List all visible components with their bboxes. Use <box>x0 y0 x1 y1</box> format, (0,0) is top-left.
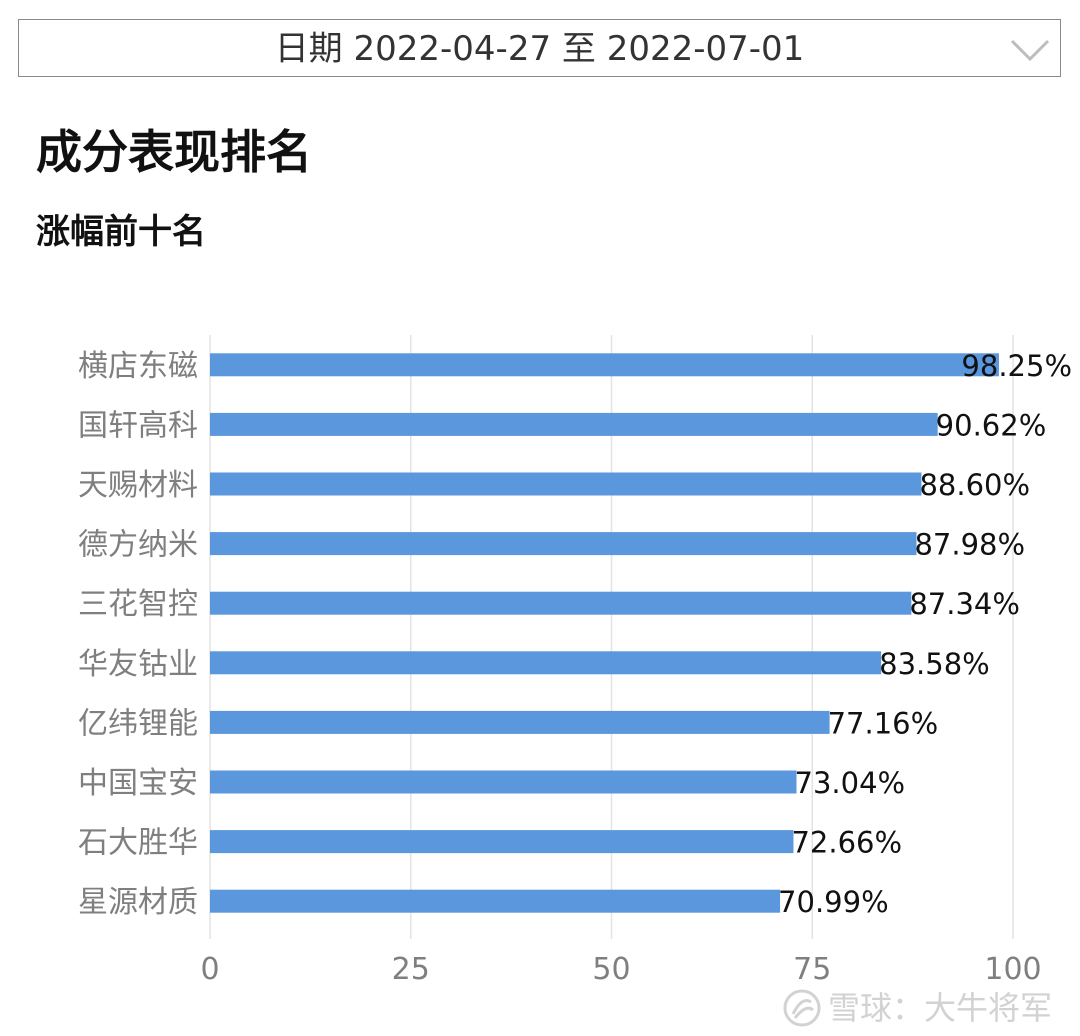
bar-value-label: 90.62% <box>936 408 1047 442</box>
category-label: 石大胜华 <box>78 826 198 861</box>
x-tick-label: 25 <box>392 952 430 987</box>
bar <box>210 532 917 556</box>
bar-value-label: 72.66% <box>791 826 902 860</box>
snowball-logo-icon <box>783 989 821 1027</box>
x-tick-label: 75 <box>793 952 831 987</box>
date-range-label: 日期 2022-04-27 至 2022-07-01 <box>274 29 805 69</box>
category-label: 华友钴业 <box>78 647 198 682</box>
chevron-down-icon <box>1010 39 1050 62</box>
category-label: 星源材质 <box>78 885 198 920</box>
category-label: 中国宝安 <box>78 766 198 801</box>
x-tick-label: 50 <box>592 952 630 987</box>
watermark: 雪球：大牛将军 <box>782 988 1052 1028</box>
bar-value-label: 88.60% <box>919 468 1030 502</box>
category-label: 天赐材料 <box>78 468 198 503</box>
bar-value-label: 77.16% <box>828 706 939 740</box>
bar <box>210 889 781 913</box>
category-label: 横店东磁 <box>78 349 198 384</box>
bar <box>210 353 999 377</box>
bar <box>210 472 922 496</box>
bar <box>210 830 794 854</box>
bar <box>210 710 830 734</box>
section-subtitle: 涨幅前十名 <box>36 212 206 252</box>
category-label: 德方纳米 <box>78 528 198 563</box>
watermark-text: 雪球：大牛将军 <box>827 989 1052 1027</box>
bar <box>210 770 797 794</box>
bar-value-label: 87.34% <box>909 587 1020 621</box>
x-tick-label: 0 <box>200 952 219 987</box>
page-title: 成分表现排名 <box>36 125 312 179</box>
bar-value-label: 98.25% <box>961 349 1072 383</box>
date-range-select[interactable]: 日期 2022-04-27 至 2022-07-01 <box>18 19 1061 77</box>
bar-chart: 0 25 50 75 100 横店东磁 98.25% 国轩高科 90.62% 天赐材料 88.60%… <box>78 335 1072 987</box>
bar-value-label: 73.04% <box>795 766 906 800</box>
category-label: 三花智控 <box>78 587 198 622</box>
bar-value-label: 83.58% <box>879 647 990 681</box>
bar-value-label: 87.98% <box>914 528 1025 562</box>
bar <box>210 412 938 436</box>
category-label: 国轩高科 <box>78 408 198 443</box>
x-tick-label: 100 <box>984 952 1041 987</box>
bar <box>210 591 912 615</box>
bar-value-label: 70.99% <box>778 885 889 919</box>
category-label: 亿纬锂能 <box>78 706 198 741</box>
bar <box>210 651 882 675</box>
